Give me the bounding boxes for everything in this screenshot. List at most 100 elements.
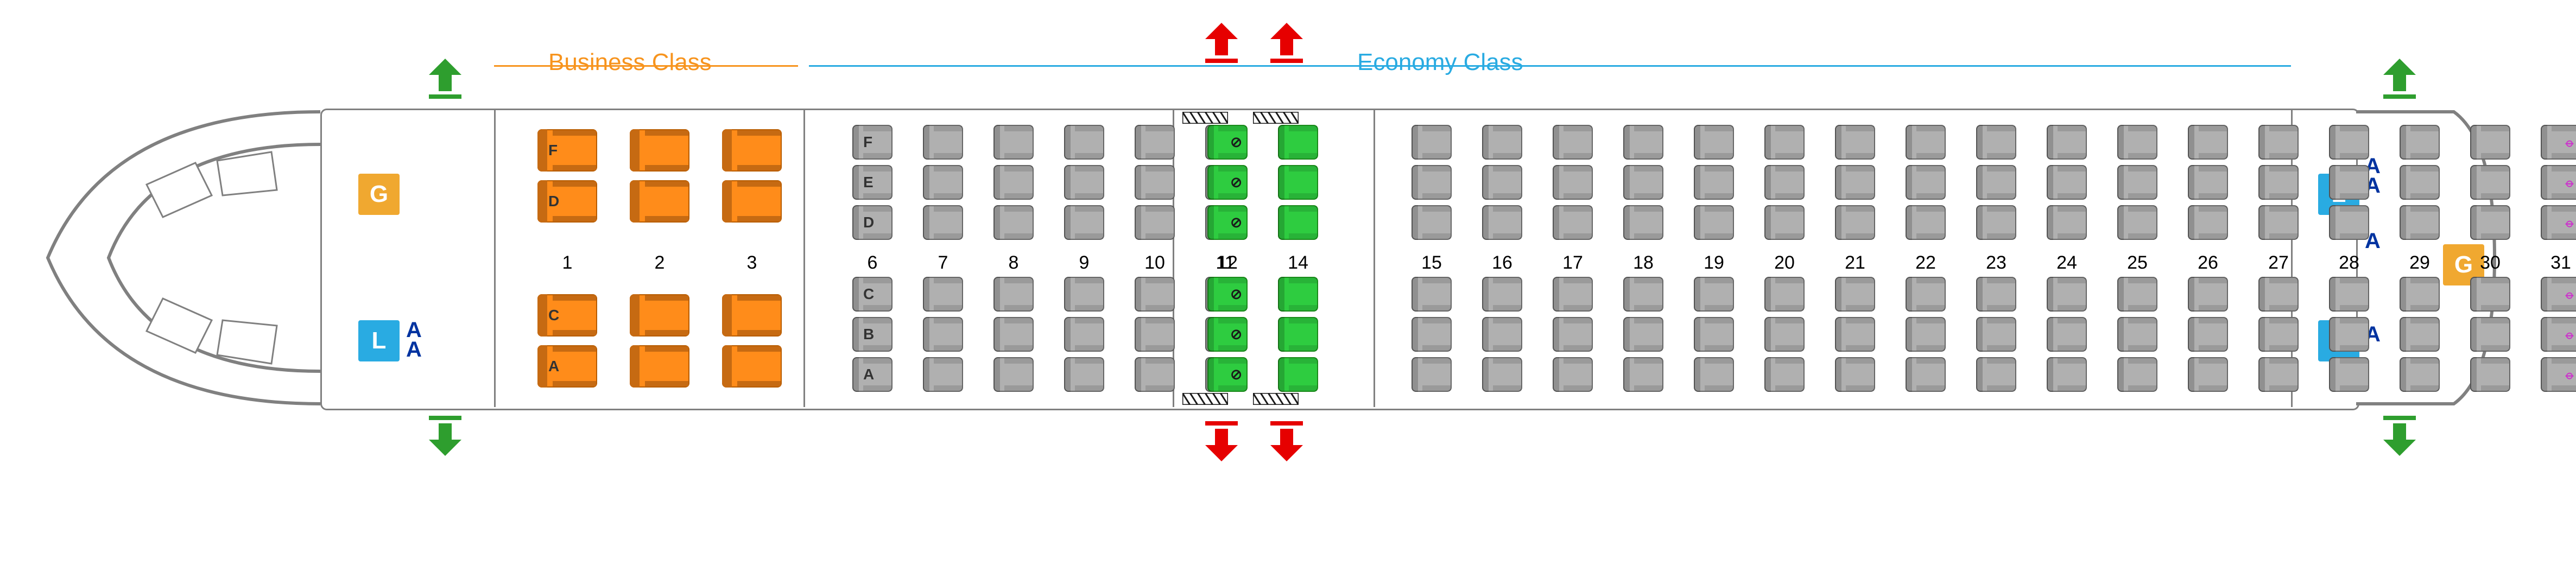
seat[interactable]	[1412, 357, 1452, 392]
seat[interactable]	[2470, 125, 2510, 160]
seat[interactable]	[2470, 317, 2510, 352]
seat[interactable]: ⦵	[2541, 205, 2576, 240]
seat[interactable]	[923, 125, 963, 160]
seat[interactable]	[1906, 317, 1946, 352]
seat[interactable]	[630, 180, 689, 223]
seat[interactable]	[2047, 317, 2087, 352]
seat[interactable]	[2047, 125, 2087, 160]
seat[interactable]	[1553, 165, 1593, 200]
seat[interactable]	[993, 125, 1034, 160]
seat[interactable]	[1064, 125, 1104, 160]
seat[interactable]	[1278, 125, 1318, 160]
seat[interactable]	[2188, 357, 2228, 392]
seat[interactable]	[2329, 317, 2369, 352]
seat[interactable]: ⊘	[1207, 205, 1248, 240]
seat[interactable]: C	[537, 294, 597, 337]
seat[interactable]	[1623, 125, 1663, 160]
seat[interactable]	[1694, 165, 1734, 200]
seat[interactable]	[2400, 277, 2440, 312]
seat[interactable]	[2258, 317, 2299, 352]
seat[interactable]	[1135, 277, 1175, 312]
seat[interactable]	[1835, 125, 1875, 160]
seat[interactable]	[1694, 125, 1734, 160]
seat[interactable]	[1412, 277, 1452, 312]
seat[interactable]	[993, 205, 1034, 240]
seat[interactable]	[2117, 165, 2157, 200]
seat[interactable]	[2329, 277, 2369, 312]
seat[interactable]	[1278, 357, 1318, 392]
seat[interactable]	[1976, 357, 2016, 392]
seat[interactable]	[923, 277, 963, 312]
seat[interactable]	[1976, 205, 2016, 240]
seat[interactable]: ⦵	[2541, 277, 2576, 312]
seat[interactable]	[1694, 317, 1734, 352]
seat[interactable]	[2470, 357, 2510, 392]
seat[interactable]	[1553, 125, 1593, 160]
seat[interactable]: ⦵	[2541, 317, 2576, 352]
seat[interactable]	[2188, 205, 2228, 240]
seat[interactable]	[1482, 165, 1522, 200]
seat[interactable]	[1906, 125, 1946, 160]
seat[interactable]	[2258, 205, 2299, 240]
seat[interactable]: ⊘	[1207, 125, 1248, 160]
seat[interactable]	[2047, 357, 2087, 392]
seat[interactable]	[923, 357, 963, 392]
seat[interactable]	[2400, 165, 2440, 200]
seat[interactable]: A	[852, 357, 893, 392]
seat[interactable]	[2188, 317, 2228, 352]
seat[interactable]	[1623, 317, 1663, 352]
seat[interactable]	[993, 165, 1034, 200]
seat[interactable]	[1835, 277, 1875, 312]
seat[interactable]	[923, 317, 963, 352]
seat[interactable]	[1835, 357, 1875, 392]
seat[interactable]	[993, 357, 1034, 392]
seat[interactable]	[2470, 165, 2510, 200]
seat[interactable]	[1553, 277, 1593, 312]
seat[interactable]	[2400, 205, 2440, 240]
seat[interactable]	[1623, 165, 1663, 200]
seat[interactable]	[1064, 165, 1104, 200]
seat[interactable]	[1976, 125, 2016, 160]
seat[interactable]: ⊘	[1207, 277, 1248, 312]
seat[interactable]	[1623, 205, 1663, 240]
seat[interactable]	[2400, 317, 2440, 352]
seat[interactable]	[1906, 165, 1946, 200]
seat[interactable]	[1135, 317, 1175, 352]
seat[interactable]	[2258, 357, 2299, 392]
seat[interactable]	[1976, 317, 2016, 352]
seat[interactable]	[1623, 357, 1663, 392]
seat[interactable]	[2188, 277, 2228, 312]
seat[interactable]	[2258, 125, 2299, 160]
seat[interactable]	[2329, 205, 2369, 240]
seat[interactable]	[1412, 205, 1452, 240]
seat[interactable]	[1764, 125, 1805, 160]
seat[interactable]	[2329, 165, 2369, 200]
seat[interactable]	[1482, 357, 1522, 392]
seat[interactable]	[722, 294, 782, 337]
seat[interactable]: E	[852, 165, 893, 200]
seat[interactable]	[1764, 317, 1805, 352]
seat[interactable]	[1976, 165, 2016, 200]
seat[interactable]	[923, 205, 963, 240]
seat[interactable]	[2258, 277, 2299, 312]
seat[interactable]	[1906, 277, 1946, 312]
seat[interactable]: B	[852, 317, 893, 352]
seat[interactable]	[1835, 165, 1875, 200]
seat[interactable]	[1694, 357, 1734, 392]
seat[interactable]	[993, 317, 1034, 352]
seat[interactable]	[2470, 277, 2510, 312]
seat[interactable]	[2470, 205, 2510, 240]
seat[interactable]	[2188, 125, 2228, 160]
seat[interactable]	[1412, 317, 1452, 352]
seat[interactable]: ⦵	[2541, 165, 2576, 200]
seat[interactable]	[2117, 317, 2157, 352]
seat[interactable]	[630, 345, 689, 388]
seat[interactable]	[2188, 165, 2228, 200]
seat[interactable]	[1064, 205, 1104, 240]
seat[interactable]	[1835, 205, 1875, 240]
seat[interactable]	[993, 277, 1034, 312]
seat[interactable]: D	[852, 205, 893, 240]
seat[interactable]: A	[537, 345, 597, 388]
seat[interactable]	[1135, 125, 1175, 160]
seat[interactable]	[1412, 165, 1452, 200]
